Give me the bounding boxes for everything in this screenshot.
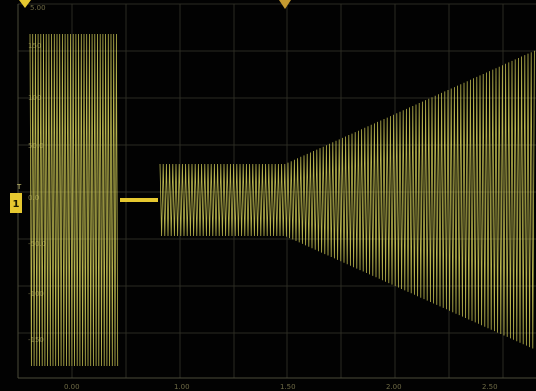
x-label: 2.00 (386, 383, 402, 391)
x-label: 0.00 (64, 383, 80, 391)
waveform-traces (29, 33, 535, 367)
x-label: 1.50 (280, 383, 296, 391)
graticule-grid (17, 3, 536, 379)
channel-1-marker-label: 1 (13, 199, 20, 210)
x-label: 1.00 (174, 383, 190, 391)
trigger-level-marker-label: T (16, 183, 22, 191)
y-label: 100 (28, 94, 41, 102)
y-label: -150 (28, 336, 44, 344)
top-left-label: 5.00 (30, 4, 46, 12)
waveform-burst-2 (159, 50, 535, 349)
x-axis-labels: 0.00 1.00 1.50 2.00 2.50 (64, 383, 498, 391)
y-label: -100 (28, 290, 44, 298)
time-reference-marker-icon[interactable] (19, 0, 31, 8)
channel-1-marker[interactable]: 1 (10, 193, 22, 213)
y-label: 150 (28, 42, 41, 50)
trigger-position-marker-icon[interactable] (279, 0, 291, 9)
waveform-burst-1 (29, 33, 119, 367)
x-label: 2.50 (482, 383, 498, 391)
